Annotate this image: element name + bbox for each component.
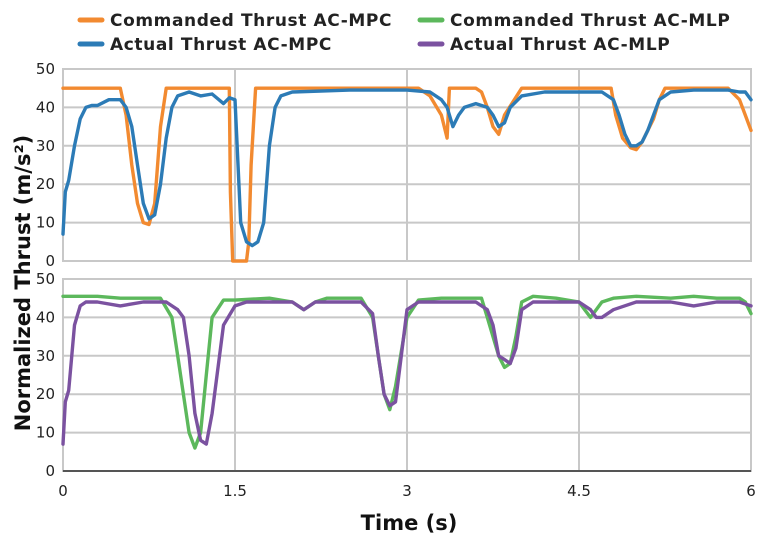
y-tick-label: 30 [36,347,55,365]
top-panel: 0 10 20 30 40 50 [36,60,753,270]
legend-label: Actual Thrust AC-MPC [110,35,332,55]
y-tick-label: 0 [45,252,55,270]
x-axis-label: Time (s) [361,511,458,535]
y-tick-label: 50 [36,270,55,288]
x-tick-label: 3 [402,482,412,500]
legend: Commanded Thrust AC-MPC Commanded Thrust … [77,11,730,55]
x-axis: 0 1.5 3 4.5 6 [58,482,756,500]
y-tick-label: 20 [36,175,55,193]
legend-item-actual-thrust-ac-mlp: Actual Thrust AC-MLP [417,35,670,55]
y-tick-label: 40 [36,308,55,326]
x-tick-label: 0 [58,482,68,500]
y-tick-label: 40 [36,98,55,116]
x-tick-label: 6 [746,482,756,500]
y-tick-label: 0 [45,462,55,480]
y-tick-label: 30 [36,137,55,155]
y-tick-label: 50 [36,60,55,78]
x-tick-label: 4.5 [567,482,591,500]
bottom-panel: 0 10 20 30 40 50 [36,270,753,480]
y-tick-label: 10 [36,214,55,232]
legend-label: Commanded Thrust AC-MPC [110,11,392,31]
series-line-actual-thrust-ac-mpc [61,88,753,248]
y-tick-label: 20 [36,385,55,403]
legend-label: Actual Thrust AC-MLP [450,35,670,55]
y-axis-label: Normalized Thrust (m/s²) [11,135,35,432]
series-line-actual-thrust-ac-mlp [61,300,753,446]
legend-label: Commanded Thrust AC-MLP [450,11,730,31]
y-tick-label: 10 [36,424,55,442]
x-tick-label: 1.5 [223,482,247,500]
legend-item-actual-thrust-ac-mpc: Actual Thrust AC-MPC [77,35,332,55]
legend-item-commanded-thrust-ac-mlp: Commanded Thrust AC-MLP [417,11,730,31]
legend-item-commanded-thrust-ac-mpc: Commanded Thrust AC-MPC [77,11,392,31]
